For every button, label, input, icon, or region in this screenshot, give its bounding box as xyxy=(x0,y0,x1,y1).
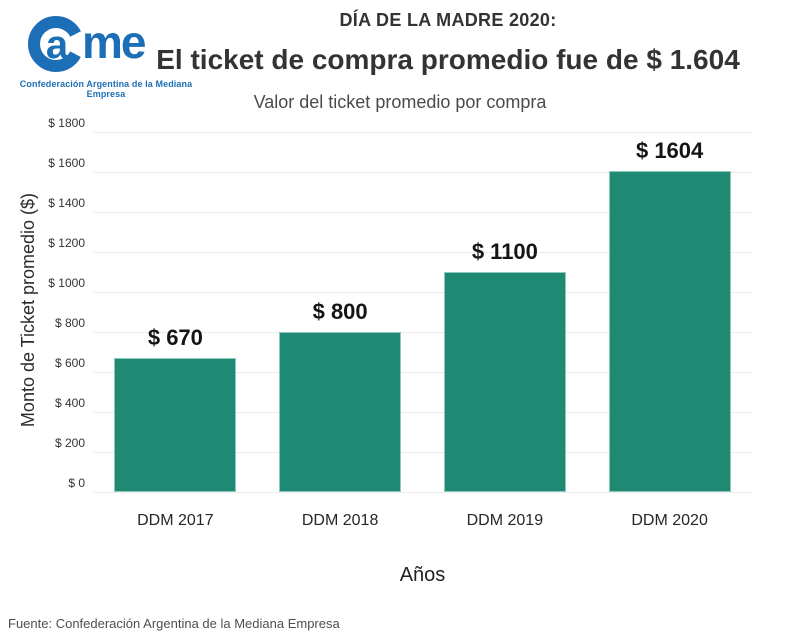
y-tick-label: $ 1400 xyxy=(48,196,85,210)
chart-title: Valor del ticket promedio por compra xyxy=(253,92,547,112)
gridline xyxy=(93,252,752,253)
y-tick-label: $ 200 xyxy=(54,436,85,450)
gridline xyxy=(93,372,752,373)
page-title: El ticket de compra promedio fue de $ 1.… xyxy=(156,44,740,75)
y-tick-label: $ 1800 xyxy=(48,116,85,130)
bar-value-label: $ 1604 xyxy=(635,138,704,164)
source-note: Fuente: Confederación Argentina de la Me… xyxy=(8,616,340,631)
bar-value-label: $ 1100 xyxy=(471,239,538,264)
x-tick-label: DDM 2020 xyxy=(631,512,708,529)
logo-c-ring xyxy=(28,16,84,72)
bar-value-label: $ 670 xyxy=(147,325,203,350)
y-tick-label: $ 400 xyxy=(54,396,85,410)
gridline xyxy=(93,212,752,213)
x-tick-label: DDM 2018 xyxy=(301,512,379,529)
x-axis-label: Años xyxy=(399,564,446,586)
came-logo-mark: a me xyxy=(28,16,148,72)
logo-letters-me: me xyxy=(82,16,146,68)
y-tick-label: $ 0 xyxy=(68,476,85,490)
bar-ddm-2017 xyxy=(114,358,237,492)
gridline xyxy=(93,172,752,173)
y-tick-label: $ 1200 xyxy=(48,236,85,250)
y-tick-label: $ 600 xyxy=(54,356,85,370)
logo-letter-a: a xyxy=(46,23,69,67)
kicker-title: DÍA DE LA MADRE 2020: xyxy=(339,10,557,30)
gridline xyxy=(93,492,752,493)
came-logo: a me xyxy=(26,8,186,74)
y-tick-label: $ 800 xyxy=(54,316,85,330)
plot-area: $ 670 $ 800 $ 1100 $ 1604 xyxy=(93,132,752,493)
gridline xyxy=(93,132,752,133)
bar-ddm-2019 xyxy=(443,272,566,492)
logo-subtitle: Confederación Argentina de la Mediana Em… xyxy=(19,79,193,99)
y-tick-label: $ 1600 xyxy=(48,156,85,170)
gridline xyxy=(93,452,752,453)
gridline xyxy=(93,332,752,333)
y-tick-label: $ 1000 xyxy=(48,276,85,290)
gridline xyxy=(93,292,752,293)
bar-ddm-2020 xyxy=(608,171,731,492)
x-tick-label: DDM 2017 xyxy=(137,512,214,529)
bar-value-label: $ 800 xyxy=(312,299,368,324)
bar-ddm-2018 xyxy=(279,332,402,492)
x-tick-label: DDM 2019 xyxy=(466,512,544,529)
gridline xyxy=(93,412,752,413)
